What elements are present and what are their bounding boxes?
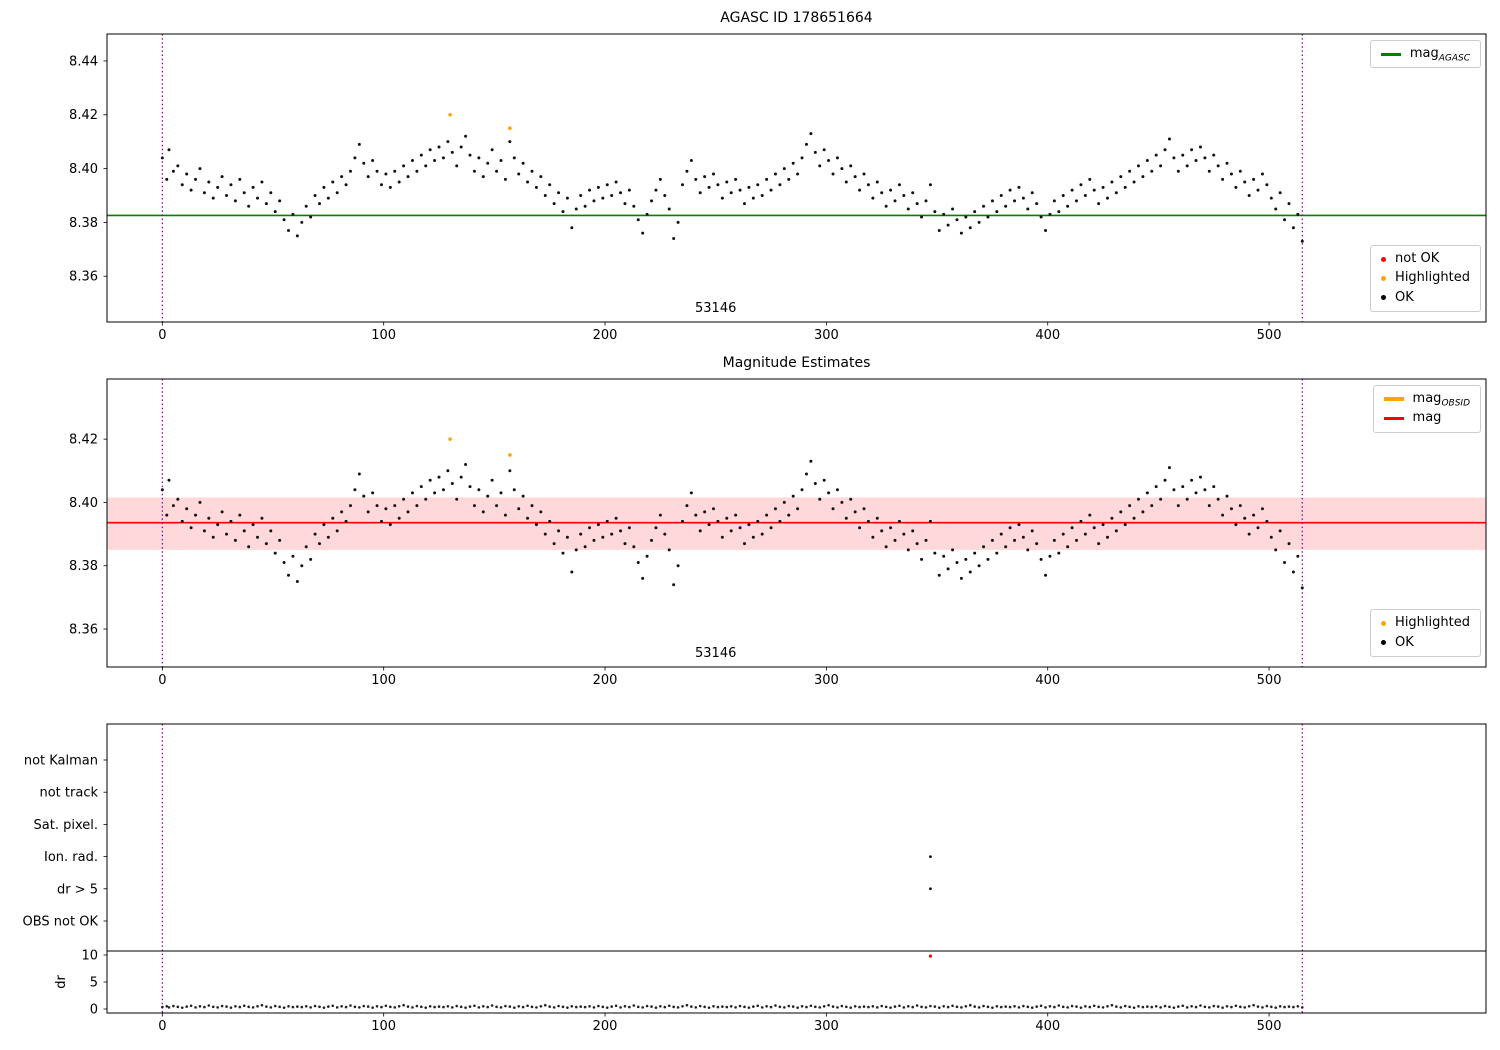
obsid-annotation: 53146: [695, 301, 736, 316]
svg-text:8.38: 8.38: [69, 559, 98, 574]
legend-label: Highlighted: [1395, 615, 1470, 631]
orange-line-swatch: [1383, 397, 1404, 402]
svg-text:200: 200: [593, 328, 618, 343]
x-axis-ticks: 0 100 200 300 400 500: [158, 667, 1281, 688]
svg-text:OBS not OK: OBS not OK: [23, 915, 99, 930]
orange-dot-swatch: [1381, 276, 1387, 282]
green-line-swatch: [1380, 52, 1401, 56]
svg-text:8.40: 8.40: [69, 496, 98, 511]
legend-label: not OK: [1395, 251, 1440, 267]
plot1-mag-agasc: 53146 0 100 200 300 400 500 8.36 8.38 8.40 8.42 8.4…: [69, 33, 1487, 343]
x-axis-ticks: 0 100 200 300 400 500: [158, 1013, 1281, 1034]
legend-label: magAGASC: [1409, 46, 1470, 64]
orange-dot-swatch: [1381, 621, 1387, 627]
dr-tick-labels: 10 5 0: [81, 949, 107, 1018]
svg-text:100: 100: [371, 673, 396, 688]
svg-text:100: 100: [371, 1019, 396, 1034]
scatter-layer: [160, 459, 1304, 590]
svg-text:0: 0: [90, 1003, 98, 1018]
svg-text:400: 400: [1035, 1019, 1060, 1034]
y-axis-ticks: 8.36 8.38 8.40 8.42 8.44: [69, 54, 107, 285]
svg-text:not track: not track: [39, 786, 98, 801]
svg-text:8.36: 8.36: [69, 270, 98, 285]
svg-text:100: 100: [371, 328, 396, 343]
highlighted-points: [448, 437, 512, 457]
svg-text:0: 0: [158, 1019, 166, 1034]
svg-text:10: 10: [81, 949, 98, 964]
legend-label: Highlighted: [1395, 270, 1470, 286]
red-line-swatch: [1383, 416, 1404, 420]
axes-border: [106, 723, 1487, 1014]
legend-item-mag-obsid: magOBSID: [1383, 391, 1470, 409]
plot1-legend-bottom: not OK Highlighted OK: [1370, 245, 1481, 312]
legend-item-ok: OK: [1381, 634, 1470, 650]
uncertainty-band: [107, 497, 1486, 550]
plot2-mag-estimates: 53146 0 100 200 300 400 500 8.36 8.38 8.40 8.42 ma…: [69, 378, 1487, 688]
axes-border: [106, 378, 1487, 668]
svg-text:8.42: 8.42: [69, 108, 98, 123]
scatter-layer: [160, 132, 1304, 243]
svg-text:300: 300: [814, 328, 839, 343]
x-axis-ticks: 0 100 200 300 400 500: [158, 322, 1281, 343]
category-tick-labels: not Kalman not track Sat. pixel. Ion. rad. d…: [23, 754, 107, 930]
plot3-flags-dr: not Kalman not track Sat. pixel. Ion. rad. d…: [23, 723, 1487, 1034]
plot1-legend-top: magAGASC: [1369, 40, 1481, 69]
axes-border: [106, 33, 1487, 323]
svg-text:dr > 5: dr > 5: [57, 882, 98, 897]
plot3-canvas: not Kalman not track Sat. pixel. Ion. rad. d…: [23, 723, 1487, 1034]
legend-label: mag: [1412, 410, 1442, 426]
svg-text:5: 5: [90, 976, 98, 991]
svg-text:8.44: 8.44: [69, 54, 98, 69]
obsid-boundary-vlines: [161, 724, 1303, 1013]
svg-text:400: 400: [1035, 328, 1060, 343]
red-dot-swatch: [1381, 256, 1387, 262]
svg-text:400: 400: [1035, 673, 1060, 688]
svg-text:Sat. pixel.: Sat. pixel.: [34, 818, 98, 833]
svg-text:200: 200: [593, 1019, 618, 1034]
plot2-title: Magnitude Estimates: [722, 355, 871, 371]
black-dot-swatch: [1381, 640, 1387, 646]
not-ok-points: [928, 954, 933, 958]
plot1-title: AGASC ID 178651664: [720, 10, 873, 26]
svg-text:500: 500: [1257, 328, 1282, 343]
dr-axis-label: dr: [54, 975, 69, 989]
svg-text:8.38: 8.38: [69, 216, 98, 231]
svg-text:8.42: 8.42: [69, 433, 98, 448]
svg-text:500: 500: [1257, 1019, 1282, 1034]
legend-item-highlighted: Highlighted: [1381, 271, 1470, 285]
flag-points: [929, 855, 932, 891]
svg-text:8.36: 8.36: [69, 623, 98, 638]
dr-scatter-layer: [161, 1003, 1304, 1009]
legend-label: OK: [1395, 289, 1414, 305]
svg-text:200: 200: [593, 673, 618, 688]
svg-text:Ion. rad.: Ion. rad.: [44, 850, 98, 865]
legend-item-mag-agasc: magAGASC: [1380, 46, 1470, 64]
svg-text:8.40: 8.40: [69, 162, 98, 177]
plot2-canvas: 53146 0 100 200 300 400 500 8.36 8.38 8.40 8.42: [69, 378, 1487, 688]
highlighted-points: [448, 112, 512, 131]
svg-text:0: 0: [158, 673, 166, 688]
y-axis-ticks: 8.36 8.38 8.40 8.42: [69, 433, 107, 638]
svg-text:500: 500: [1257, 673, 1282, 688]
legend-item-mag: mag: [1383, 410, 1470, 426]
legend-item-ok: OK: [1381, 289, 1470, 305]
black-dot-swatch: [1381, 295, 1387, 301]
legend-label: magOBSID: [1412, 391, 1470, 409]
svg-text:0: 0: [158, 328, 166, 343]
legend-item-not-ok: not OK: [1381, 251, 1470, 267]
plot2-legend-bottom: Highlighted OK: [1370, 609, 1481, 657]
svg-text:not Kalman: not Kalman: [24, 754, 98, 769]
plot1-canvas: 53146 0 100 200 300 400 500 8.36 8.38 8.40 8.42 8.4…: [69, 33, 1487, 343]
svg-text:300: 300: [814, 673, 839, 688]
svg-text:300: 300: [814, 1019, 839, 1034]
obsid-annotation: 53146: [695, 646, 736, 661]
obsid-boundary-vlines: [161, 379, 1303, 667]
legend-label: OK: [1395, 634, 1414, 650]
obsid-boundary-vlines: [161, 34, 1303, 322]
legend-item-highlighted: Highlighted: [1381, 616, 1470, 630]
plot2-legend-top: magOBSID mag: [1372, 385, 1481, 433]
